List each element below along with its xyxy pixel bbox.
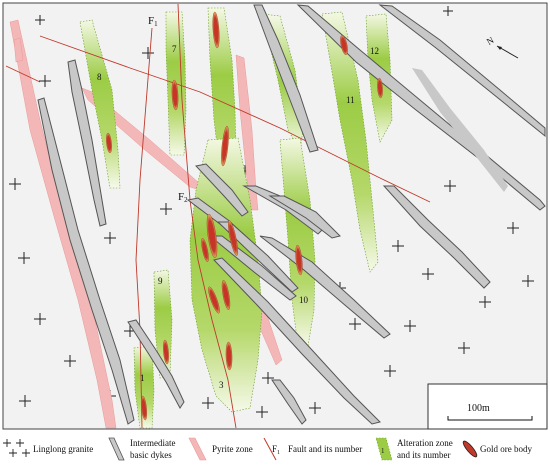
legend-granite-label: Linglong granite	[33, 444, 93, 454]
legend-fault-label: Fault and its number	[288, 444, 362, 454]
legend-alteration-label-2: and its number	[397, 450, 451, 460]
legend-gold-label: Gold ore body	[480, 444, 532, 454]
legend-dykes-label-2: basic dykes	[130, 450, 172, 460]
legend-alteration-symbol: 1	[381, 447, 385, 455]
legend-fault-symbol: F1	[272, 444, 280, 456]
zone-number-1: 1	[140, 373, 145, 383]
zone-number-11: 11	[346, 95, 355, 105]
legend-granite-swatch	[3, 439, 30, 457]
fault-label-f1: F1	[148, 15, 158, 28]
legend-dykes-label-1: Intermediate	[130, 438, 175, 448]
legend-gold-swatch	[462, 440, 478, 458]
zone-number-9: 9	[158, 276, 163, 286]
zone-number-8: 8	[97, 72, 102, 82]
north-arrow: N	[485, 35, 519, 59]
zone-number-7: 7	[172, 44, 177, 54]
legend-fault-swatch	[263, 437, 277, 461]
legend-pyrite-swatch	[188, 437, 207, 461]
legend-pyrite-label: Pyrite zone	[212, 444, 253, 454]
scale-bar-label: 100m	[467, 403, 490, 414]
gold-ore-bodies	[106, 11, 383, 421]
dykes	[37, 4, 546, 425]
north-arrow-label: N	[485, 35, 496, 47]
legend-alteration-label-1: Alteration zone	[397, 438, 453, 448]
zone-number-12: 12	[370, 46, 379, 56]
faults	[5, 3, 431, 429]
legend: Linglong granite Intermediate basic dyke…	[0, 433, 550, 465]
legend-alteration-swatch	[375, 437, 393, 461]
scale-bar: 100m	[427, 383, 548, 430]
zone-number-10: 10	[299, 295, 309, 305]
fault-label-f2: F2	[178, 191, 188, 204]
zone-numbers: 8 7 12 11 9 10 1 3	[97, 44, 379, 390]
zone-number-3: 3	[219, 380, 224, 390]
legend-dyke-swatch	[108, 437, 125, 461]
